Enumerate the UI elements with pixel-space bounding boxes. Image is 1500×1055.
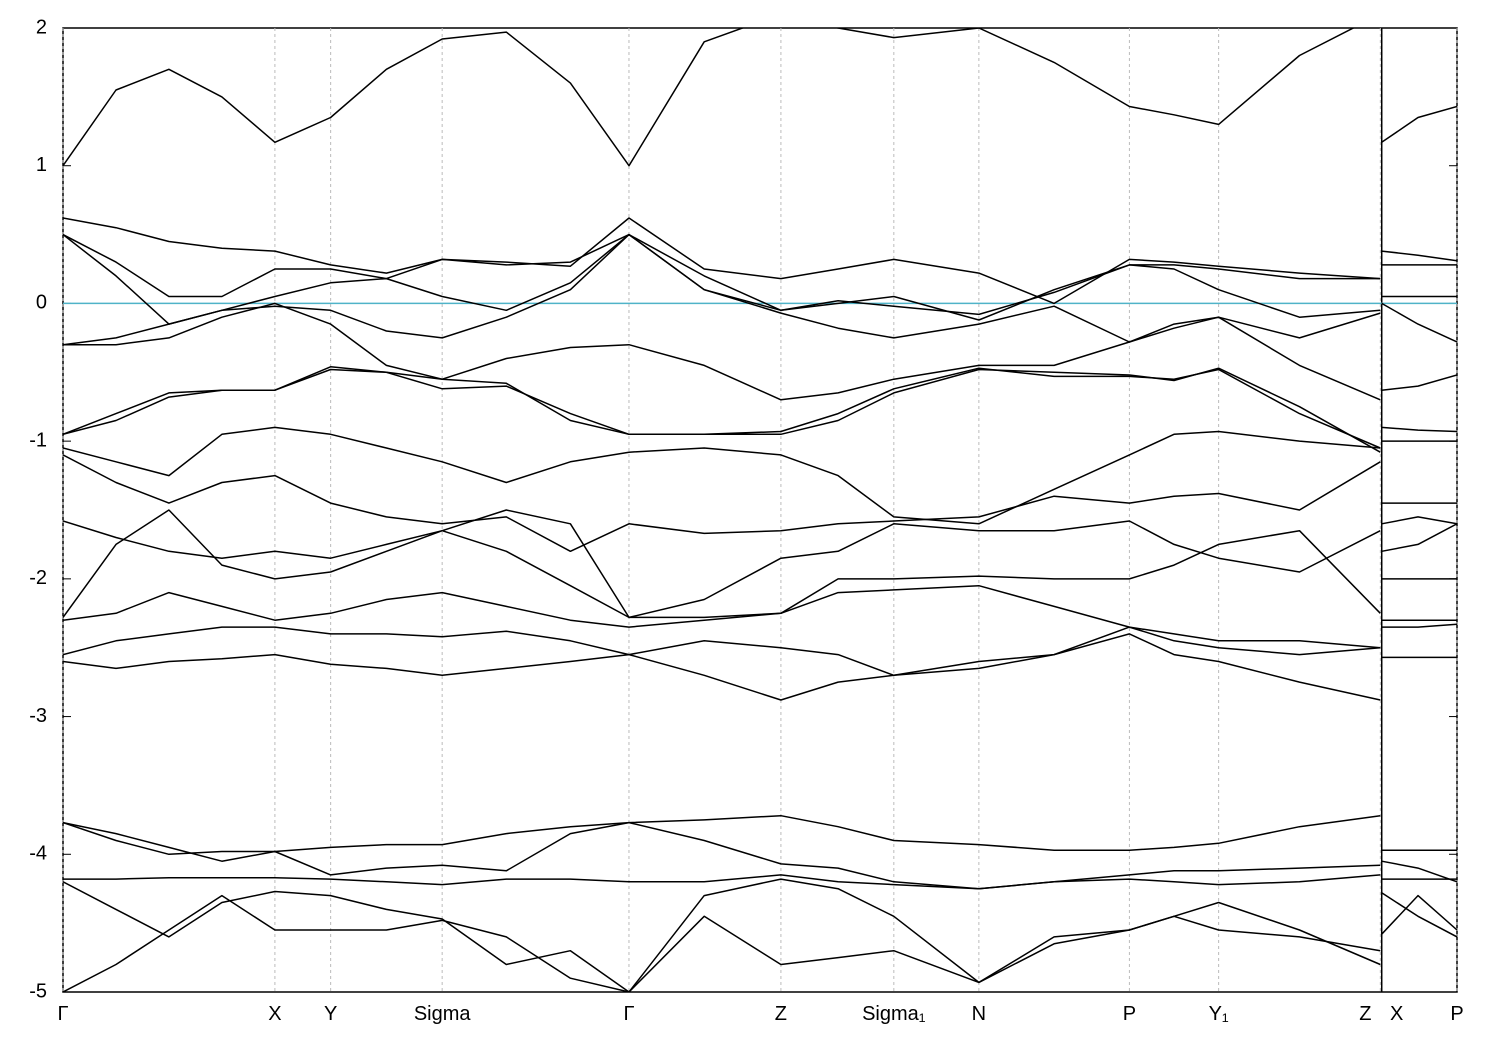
band-line <box>63 509 1381 619</box>
x-tick-label: P <box>1450 1003 1463 1025</box>
plot-frame <box>62 27 1458 993</box>
band-line <box>1381 523 1457 553</box>
band-line <box>63 366 1381 453</box>
band-line <box>1381 860 1457 883</box>
band-line <box>1381 426 1457 433</box>
band-line <box>63 878 1381 992</box>
y-tick-label: 1 <box>36 154 47 176</box>
band-line <box>63 814 1381 856</box>
band-line <box>63 302 1381 401</box>
band-line <box>63 821 1381 890</box>
y-tick-label: -5 <box>29 980 47 1002</box>
band-line <box>63 874 1381 890</box>
x-tick-label: Y₁ <box>1209 1003 1229 1025</box>
band-line <box>63 894 1381 992</box>
band-line <box>1381 516 1457 525</box>
band-line <box>63 454 1381 553</box>
x-tick-label: X <box>268 1003 281 1025</box>
band-line <box>1381 374 1457 391</box>
y-tick-label: 0 <box>36 292 47 314</box>
band-line <box>63 584 1381 649</box>
x-tick-label: Z <box>1359 1003 1371 1025</box>
x-tick-label: Z <box>775 1003 787 1025</box>
band-line <box>1381 623 1457 628</box>
band-line <box>63 233 1381 346</box>
band-line <box>63 426 1381 525</box>
x-tick-label: Y <box>324 1003 337 1025</box>
y-tick-label: -1 <box>29 429 47 451</box>
band-line <box>1381 250 1457 262</box>
x-tick-label: N <box>972 1003 986 1025</box>
band-line <box>1381 302 1457 343</box>
band-line <box>1381 105 1457 143</box>
y-tick-label: -4 <box>29 843 47 865</box>
band-line <box>63 626 1381 677</box>
band-line <box>63 367 1381 449</box>
band-line <box>63 233 1381 325</box>
x-tick-label: P <box>1123 1003 1136 1025</box>
band-line <box>63 28 1355 167</box>
y-tick-label: 2 <box>36 16 47 38</box>
y-tick-label: -2 <box>29 567 47 589</box>
y-tick-label: -3 <box>29 705 47 727</box>
x-tick-label: Γ <box>623 1003 634 1025</box>
x-tick-label: Γ <box>57 1003 68 1025</box>
band-line <box>1381 894 1457 935</box>
band-line <box>63 217 1381 305</box>
bands <box>63 28 1457 992</box>
band-line <box>63 509 1381 619</box>
x-tick-label: X <box>1390 1003 1403 1025</box>
x-tick-label: Sigma₁ <box>862 1003 926 1025</box>
band-line <box>1381 892 1457 938</box>
band-line <box>63 633 1381 701</box>
x-tick-label: Sigma <box>414 1003 472 1025</box>
